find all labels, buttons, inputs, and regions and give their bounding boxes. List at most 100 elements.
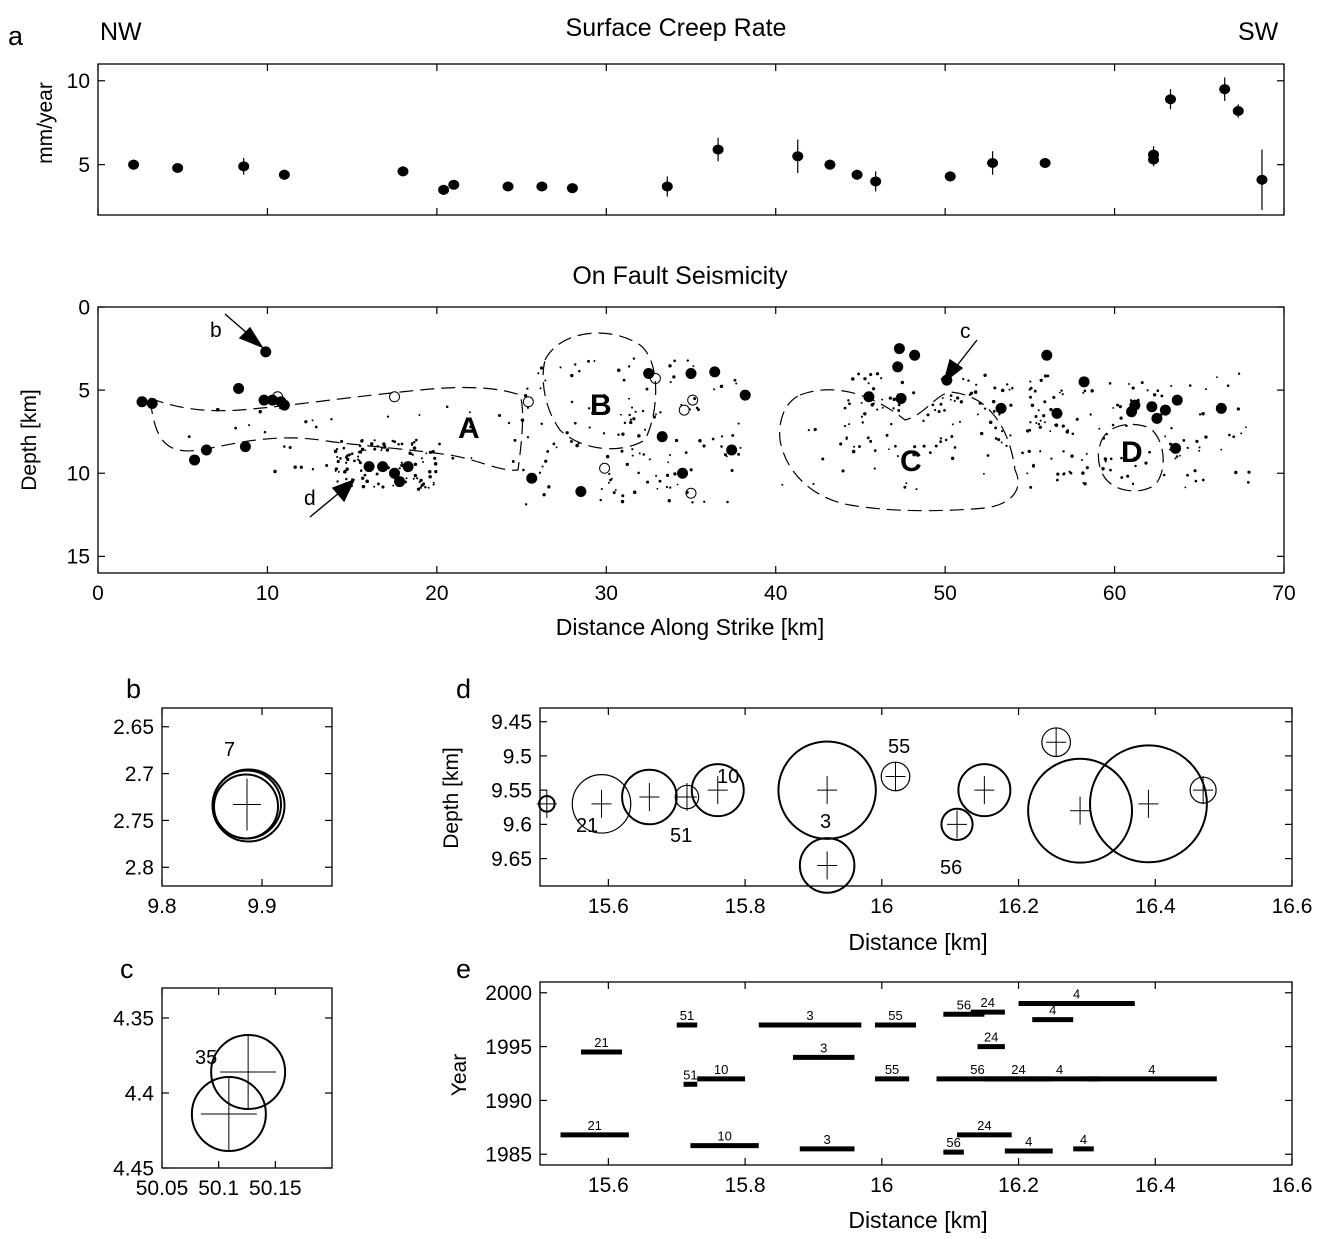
micro-event <box>526 387 529 390</box>
creep-axes-ticks: 5 10 <box>67 64 1285 215</box>
micro-event <box>390 473 395 477</box>
micro-event <box>373 485 376 488</box>
micro-event <box>293 465 297 469</box>
micro-event <box>958 420 962 423</box>
micro-event <box>1098 427 1101 430</box>
micro-event <box>669 486 672 489</box>
e-segment-label: 10 <box>717 1129 731 1144</box>
micro-event <box>991 399 996 404</box>
micro-event <box>667 461 670 464</box>
micro-event <box>358 459 361 462</box>
d-event-circle <box>940 807 974 841</box>
micro-event <box>881 406 884 409</box>
micro-event <box>858 445 861 448</box>
y-tick-label: 2.65 <box>113 716 154 739</box>
micro-event <box>973 390 978 394</box>
micro-event <box>1085 452 1088 455</box>
region-label-b: B <box>590 389 612 422</box>
creep-point <box>851 169 863 180</box>
micro-event <box>812 482 815 486</box>
micro-event <box>345 477 348 481</box>
micro-event <box>412 446 417 450</box>
e-segment-label: 24 <box>977 1118 991 1133</box>
micro-event <box>1043 400 1047 404</box>
y-tick-label: 1990 <box>485 1090 532 1113</box>
creep-points <box>128 77 1268 210</box>
e-segment-label: 51 <box>680 1008 694 1023</box>
micro-event <box>1198 446 1201 449</box>
micro-event <box>871 387 876 391</box>
micro-event <box>413 440 416 444</box>
micro-event <box>851 449 856 454</box>
micro-event <box>526 436 530 439</box>
micro-event <box>860 401 863 404</box>
y-tick-label: 4.4 <box>125 1082 155 1105</box>
micro-event <box>680 403 683 406</box>
micro-event <box>621 494 625 498</box>
micro-event <box>986 454 990 457</box>
micro-event <box>994 426 998 430</box>
e-segment-label: 4 <box>1049 1003 1056 1018</box>
micro-event <box>648 458 651 461</box>
creep-point <box>566 183 578 194</box>
panel-b-events <box>211 768 286 843</box>
y-tick-label: 2000 <box>485 982 532 1005</box>
micro-event <box>632 417 636 421</box>
x-tick-label: 16.6 <box>1272 895 1313 918</box>
micro-event <box>621 432 625 436</box>
micro-event <box>912 453 916 457</box>
micro-event <box>658 479 662 483</box>
micro-event <box>376 445 379 448</box>
micro-event <box>617 433 620 436</box>
d-event-circle <box>571 774 632 834</box>
x-tick-label: 50.1 <box>198 1177 239 1200</box>
micro-event <box>931 403 935 407</box>
micro-event <box>400 442 404 446</box>
y-tick-label: 5 <box>78 154 90 177</box>
micro-event <box>350 452 354 456</box>
micro-event <box>739 446 742 449</box>
creep-point <box>944 171 956 182</box>
e-segment-label: 24 <box>1011 1062 1025 1077</box>
micro-event <box>400 461 403 464</box>
micro-event <box>669 381 672 384</box>
micro-event <box>723 453 728 457</box>
micro-event <box>620 499 625 504</box>
micro-event <box>1188 384 1192 387</box>
seismic-event <box>260 346 272 358</box>
micro-event <box>1234 470 1238 475</box>
micro-event <box>1154 406 1157 409</box>
micro-event <box>1037 422 1041 426</box>
micro-event <box>865 397 868 400</box>
e-segment-label: 21 <box>587 1118 601 1133</box>
micro-event <box>917 464 921 467</box>
micro-event <box>1237 372 1241 375</box>
e-segment-label: 4 <box>1080 1132 1087 1147</box>
panel-d-ticks: 15.6 15.8 16 16.2 16.4 16.6 9.45 9.5 9.55 9.6 9.65 <box>491 708 1312 918</box>
micro-event <box>1035 421 1038 425</box>
seismic-event <box>377 461 389 473</box>
seismic-event-open <box>599 462 611 474</box>
micro-event <box>342 446 346 450</box>
micro-event <box>392 484 395 487</box>
micro-event <box>385 448 390 452</box>
micro-event <box>336 459 340 464</box>
micro-event <box>632 357 636 360</box>
arrow-d-head <box>331 478 356 503</box>
d-label-55: 55 <box>888 736 910 758</box>
micro-event <box>896 455 899 458</box>
micro-event <box>959 400 964 404</box>
micro-event <box>1216 376 1218 379</box>
micro-event <box>1220 448 1223 451</box>
micro-event <box>1146 389 1149 392</box>
micro-event <box>693 397 697 401</box>
micro-event <box>433 462 438 466</box>
micro-event <box>438 442 441 446</box>
seismic-event <box>258 394 270 406</box>
micro-event <box>1240 432 1243 435</box>
annotation-c: c <box>960 320 971 343</box>
micro-event <box>863 412 867 416</box>
micro-event <box>381 485 385 489</box>
micro-event <box>614 489 617 491</box>
micro-event <box>692 365 695 368</box>
